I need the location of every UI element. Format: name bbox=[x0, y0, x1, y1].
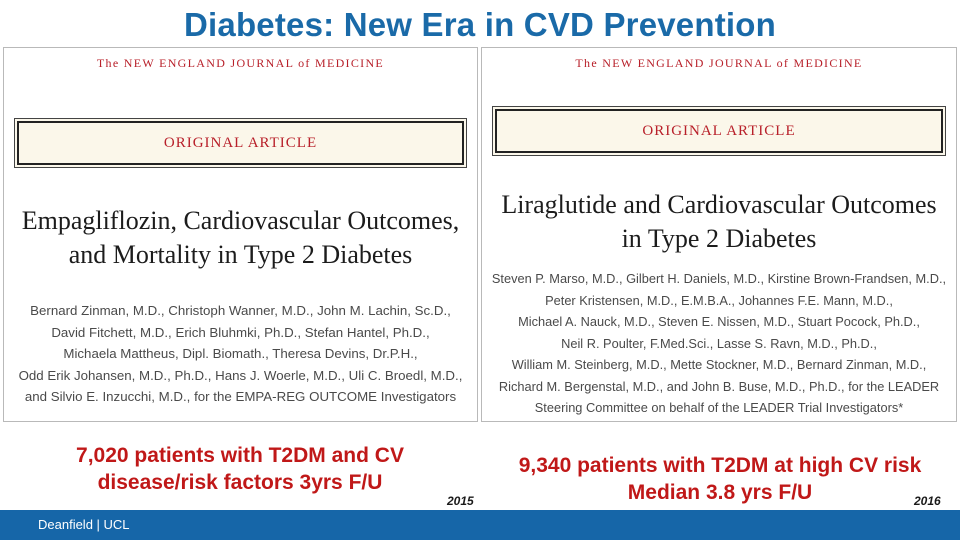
author-line: David Fitchett, M.D., Erich Bluhmki, Ph.… bbox=[51, 324, 430, 340]
author-line: Michaela Mattheus, Dipl. Biomath., There… bbox=[63, 346, 418, 361]
summary-line: 9,340 patients with T2DM at high CV risk bbox=[518, 454, 922, 477]
author-line: and Silvio E. Inzucchi, M.D., for the EM… bbox=[24, 389, 457, 404]
footer-bar: Deanfield | UCL bbox=[0, 510, 960, 540]
article-title-line: Empagliflozin, Cardiovascular Outcomes, bbox=[21, 206, 460, 235]
article-type-banner: ORIGINAL ARTICLE bbox=[492, 106, 946, 156]
author-line: William M. Steinberg, M.D., Mette Stockn… bbox=[511, 357, 927, 372]
author-list: Steven P. Marso, M.D., Gilbert H. Daniel… bbox=[482, 268, 956, 419]
summary-line: Median 3.8 yrs F/U bbox=[627, 481, 813, 504]
author-line: Michael A. Nauck, M.D., Steven E. Nissen… bbox=[518, 314, 920, 329]
author-line: Neil R. Poulter, F.Med.Sci., Lasse S. Ra… bbox=[561, 335, 877, 351]
author-list: Bernard Zinman, M.D., Christoph Wanner, … bbox=[4, 300, 477, 408]
author-line: Odd Erik Johansen, M.D., Ph.D., Hans J. … bbox=[18, 367, 463, 383]
journal-masthead: The NEW ENGLAND JOURNAL of MEDICINE bbox=[575, 56, 863, 70]
slide-title: Diabetes: New Era in CVD Prevention bbox=[184, 6, 776, 43]
publication-year: 2016 bbox=[914, 494, 941, 508]
article-title: Liraglutide and Cardiovascular Outcomes … bbox=[482, 188, 956, 256]
summary-line: disease/risk factors 3yrs F/U bbox=[97, 471, 383, 494]
footer-credit: Deanfield | UCL bbox=[38, 517, 130, 532]
author-line: Richard M. Bergenstal, M.D., and John B.… bbox=[498, 378, 940, 394]
liraglutide-trial-summary: 9,340 patients with T2DM at high CV risk… bbox=[484, 452, 956, 506]
empagliflozin-article-panel: The NEW ENGLAND JOURNAL of MEDICINE ORIG… bbox=[3, 47, 478, 422]
author-line: Steering Committee on behalf of the LEAD… bbox=[534, 400, 904, 415]
article-type-banner: ORIGINAL ARTICLE bbox=[14, 118, 467, 168]
article-type-label: ORIGINAL ARTICLE bbox=[163, 134, 318, 151]
article-title: Empagliflozin, Cardiovascular Outcomes, … bbox=[4, 204, 477, 272]
empagliflozin-trial-summary: 7,020 patients with T2DM and CV disease/… bbox=[10, 442, 470, 496]
publication-year: 2015 bbox=[447, 494, 474, 508]
article-title-line: and Mortality in Type 2 Diabetes bbox=[68, 240, 413, 269]
author-line: Steven P. Marso, M.D., Gilbert H. Daniel… bbox=[491, 271, 947, 286]
summary-line: 7,020 patients with T2DM and CV bbox=[76, 444, 404, 467]
article-title-line: Liraglutide and Cardiovascular Outcomes bbox=[501, 190, 937, 219]
author-line: Peter Kristensen, M.D., E.M.B.A., Johann… bbox=[545, 292, 893, 308]
liraglutide-article-panel: The NEW ENGLAND JOURNAL of MEDICINE ORIG… bbox=[481, 47, 957, 422]
article-type-label: ORIGINAL ARTICLE bbox=[642, 122, 796, 139]
author-line: Bernard Zinman, M.D., Christoph Wanner, … bbox=[30, 303, 451, 318]
journal-masthead: The NEW ENGLAND JOURNAL of MEDICINE bbox=[96, 56, 385, 70]
article-title-line: in Type 2 Diabetes bbox=[621, 224, 817, 253]
